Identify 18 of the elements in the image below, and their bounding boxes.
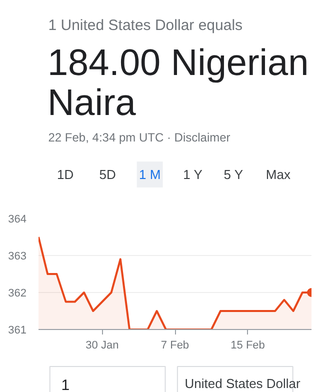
y-tick-label: 364 [8, 214, 27, 226]
x-tick-label: 7 Feb [160, 340, 190, 352]
y-tick-label: 361 [8, 324, 27, 336]
chart-subtitle: 1 United States Dollar equals [48, 17, 243, 34]
y-tick-label: 363 [8, 250, 27, 262]
x-tick-label: 15 Feb [230, 340, 265, 352]
x-tick-label: 30 Jan [86, 340, 119, 352]
text: Max [266, 167, 291, 182]
text: 5 Y [224, 167, 244, 182]
text: 1 M [138, 167, 161, 182]
text: United States Dollar [184, 376, 302, 391]
text: 1D [57, 167, 74, 182]
chart-title: 184.00 Nigerian Naira [47, 42, 309, 123]
text: 1 Y [183, 167, 203, 182]
text: 22 Feb, 4:34 pm UTC · Disclaimer [48, 130, 230, 144]
y-tick-label: 362 [8, 288, 27, 300]
text: 1 [61, 377, 70, 392]
text: 5D [99, 167, 116, 182]
